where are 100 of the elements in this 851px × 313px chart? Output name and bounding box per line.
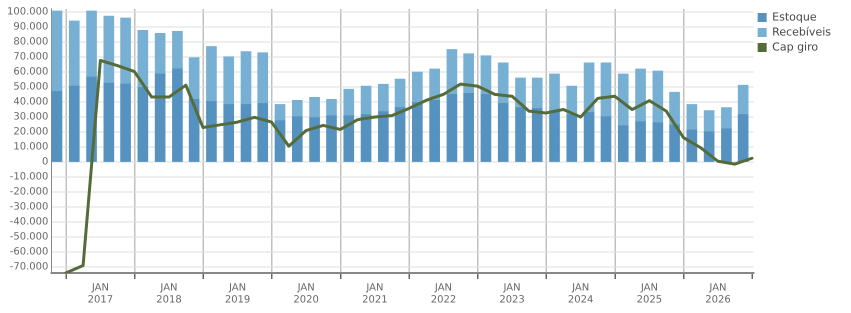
- x-tick-label: JAN 2019: [224, 282, 250, 306]
- x-tick-label: JAN 2022: [430, 282, 456, 306]
- bar: [394, 107, 406, 162]
- bar: [120, 84, 131, 162]
- y-tick-label: 40.000: [13, 96, 48, 108]
- y-tick-label: -60.000: [10, 246, 48, 258]
- bar: [309, 97, 320, 118]
- bar: [223, 56, 234, 105]
- y-tick-label: 90.000: [13, 22, 48, 33]
- bar: [463, 92, 474, 162]
- legend-label: Recebíveis: [772, 25, 832, 38]
- x-tick-label: JAN 2021: [362, 282, 388, 306]
- bar: [584, 62, 594, 113]
- bar: [257, 103, 268, 162]
- bar: [652, 70, 664, 124]
- bar: [172, 31, 183, 70]
- bar: [326, 98, 337, 116]
- bar: [52, 10, 62, 92]
- bar: [343, 115, 354, 162]
- bar: [618, 125, 629, 162]
- x-tick-label: JAN 2017: [88, 282, 114, 306]
- bar: [223, 104, 234, 162]
- y-tick-label: 80.000: [13, 36, 48, 48]
- bar: [480, 55, 492, 95]
- bar: [104, 16, 114, 84]
- bar: [446, 94, 458, 162]
- bar: [240, 104, 252, 162]
- bar: [52, 91, 62, 162]
- bar: [429, 100, 440, 162]
- bar: [498, 103, 509, 162]
- bar: [274, 104, 286, 122]
- bar: [154, 32, 166, 74]
- x-tick-label: JAN 2020: [293, 282, 319, 306]
- bar: [292, 116, 303, 162]
- bar: [618, 74, 629, 126]
- bar: [480, 94, 492, 162]
- bar: [309, 117, 320, 162]
- legend-label: Estoque: [772, 10, 817, 24]
- bar: [138, 87, 148, 162]
- bar: [412, 72, 423, 103]
- y-tick-label: 60.000: [13, 66, 48, 78]
- bar: [635, 68, 646, 122]
- x-tick-label: JAN 2018: [156, 282, 182, 306]
- y-tick-label: 20.000: [13, 126, 48, 138]
- y-tick-label: 10.000: [13, 142, 48, 153]
- x-tick-label: JAN 2023: [499, 282, 525, 306]
- x-tick-label: JAN 2025: [636, 282, 662, 306]
- bar: [600, 116, 612, 162]
- bar: [549, 110, 560, 162]
- bar: [669, 124, 680, 162]
- bar: [360, 86, 372, 115]
- bar: [549, 74, 560, 111]
- y-tick-label: 100.000: [6, 6, 48, 18]
- y-tick-label: -20.000: [10, 186, 48, 198]
- bar: [515, 107, 526, 162]
- legend-label: Cap giro: [772, 40, 818, 54]
- bar: [721, 107, 732, 130]
- y-tick-label: -50.000: [10, 232, 48, 243]
- x-tick-label: JAN 2026: [705, 282, 731, 306]
- bar: [652, 122, 664, 162]
- y-tick-label: -30.000: [10, 202, 48, 213]
- y-tick-label: -70.000: [10, 262, 48, 273]
- bar: [154, 74, 166, 162]
- bar: [635, 121, 646, 162]
- bar: [566, 114, 578, 162]
- y-tick-label: -10.000: [10, 172, 48, 183]
- bar: [138, 30, 148, 88]
- y-tick-label: 50.000: [13, 82, 48, 93]
- bar: [188, 57, 200, 100]
- bar: [669, 92, 680, 126]
- bar: [412, 102, 423, 162]
- bar: [104, 82, 114, 162]
- bar: [86, 10, 97, 78]
- bar: [378, 84, 389, 112]
- bar: [532, 108, 543, 162]
- bar: [206, 101, 217, 162]
- bar: [686, 104, 698, 130]
- bar: [446, 49, 458, 95]
- bar: [721, 128, 732, 162]
- bar: [120, 18, 131, 84]
- bar: [68, 86, 80, 162]
- bar: [343, 88, 354, 116]
- y-tick-label: 70.000: [13, 52, 48, 63]
- bar: [532, 78, 543, 109]
- x-tick-label: JAN 2024: [568, 282, 594, 306]
- y-tick-label: -40.000: [10, 216, 48, 228]
- bar: [738, 114, 748, 162]
- bar: [326, 115, 337, 162]
- bar: [704, 110, 714, 132]
- bar: [394, 78, 406, 108]
- y-tick-label: 0: [42, 156, 48, 168]
- bar: [360, 114, 372, 162]
- bar: [600, 62, 612, 118]
- y-tick-label: 30.000: [13, 112, 48, 123]
- bar: [257, 52, 268, 104]
- bar: [378, 111, 389, 162]
- bar: [206, 46, 217, 102]
- bar: [240, 51, 252, 105]
- bar: [292, 100, 303, 118]
- bar: [584, 112, 594, 162]
